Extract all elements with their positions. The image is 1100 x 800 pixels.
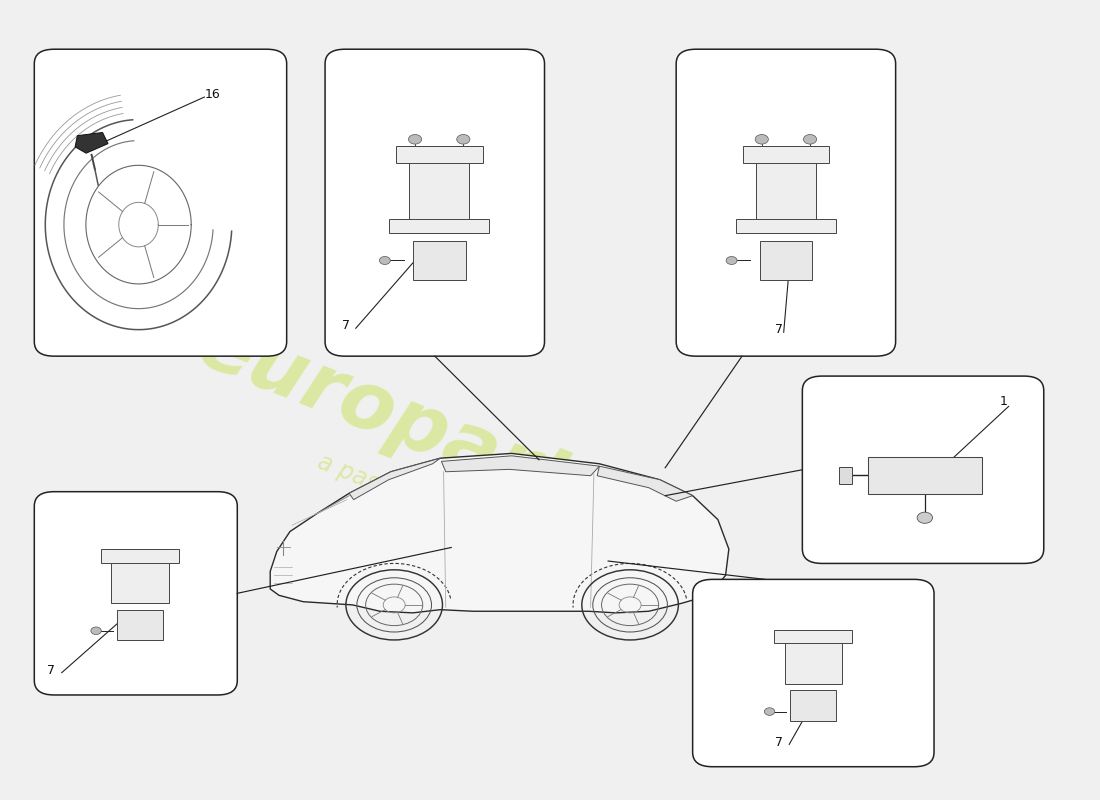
FancyBboxPatch shape [396, 146, 483, 163]
Text: europarts: europarts [187, 305, 628, 543]
Circle shape [803, 134, 816, 144]
Text: 7: 7 [341, 319, 350, 332]
FancyBboxPatch shape [756, 146, 816, 234]
Circle shape [726, 257, 737, 265]
FancyBboxPatch shape [34, 50, 287, 356]
Circle shape [408, 134, 421, 144]
FancyBboxPatch shape [791, 690, 836, 721]
FancyBboxPatch shape [802, 376, 1044, 563]
Circle shape [764, 708, 774, 715]
Polygon shape [597, 466, 693, 502]
Polygon shape [271, 454, 729, 613]
FancyBboxPatch shape [117, 610, 163, 640]
FancyBboxPatch shape [774, 630, 852, 643]
Circle shape [917, 512, 933, 523]
Text: 16: 16 [205, 88, 220, 101]
FancyBboxPatch shape [742, 146, 829, 163]
Circle shape [91, 627, 101, 634]
Text: 7: 7 [774, 736, 783, 749]
Circle shape [756, 134, 768, 144]
FancyBboxPatch shape [784, 630, 842, 684]
Text: 1: 1 [1000, 395, 1008, 408]
FancyBboxPatch shape [412, 242, 465, 280]
Text: 7: 7 [47, 665, 55, 678]
Circle shape [379, 257, 390, 265]
Circle shape [456, 134, 470, 144]
FancyBboxPatch shape [409, 146, 470, 234]
FancyBboxPatch shape [101, 549, 179, 562]
FancyBboxPatch shape [326, 50, 544, 356]
FancyBboxPatch shape [111, 549, 168, 603]
FancyBboxPatch shape [693, 579, 934, 766]
FancyBboxPatch shape [760, 242, 812, 280]
FancyBboxPatch shape [839, 467, 853, 484]
Polygon shape [349, 458, 440, 500]
FancyBboxPatch shape [868, 457, 982, 494]
FancyBboxPatch shape [34, 492, 238, 695]
Polygon shape [441, 456, 600, 476]
FancyBboxPatch shape [389, 219, 490, 234]
FancyBboxPatch shape [736, 219, 836, 234]
Polygon shape [75, 133, 108, 154]
FancyBboxPatch shape [676, 50, 895, 356]
Text: 7: 7 [774, 323, 783, 336]
Text: a passion for parts since 1985: a passion for parts since 1985 [315, 450, 654, 606]
